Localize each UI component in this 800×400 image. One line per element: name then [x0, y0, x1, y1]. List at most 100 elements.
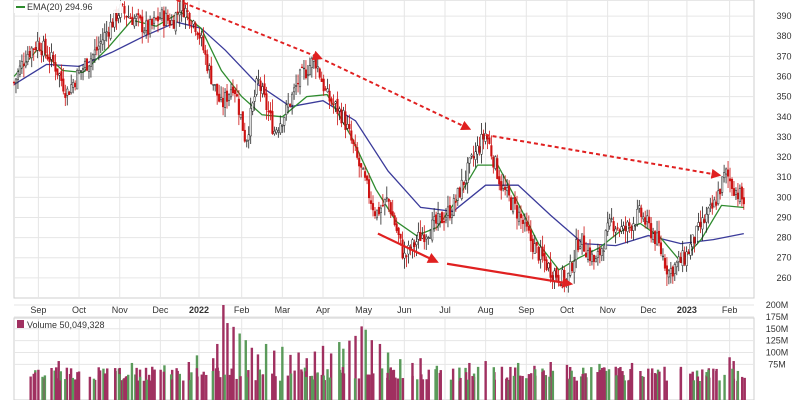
volume-bar [182, 380, 185, 400]
candle-body [32, 48, 35, 50]
volume-bar [235, 378, 238, 400]
candle-body [511, 198, 515, 213]
candle-body [277, 130, 280, 133]
candle-body [638, 205, 641, 209]
candle-body [22, 63, 25, 66]
candle-body [218, 93, 221, 102]
candle-body [107, 32, 110, 37]
price-tick-label: 310 [776, 172, 791, 182]
candle-body [81, 68, 85, 70]
volume-bar [58, 380, 62, 400]
candle-body [328, 90, 331, 102]
volume-bar [103, 373, 107, 400]
candle-body [742, 197, 745, 205]
price-tick-label: 260 [776, 273, 791, 283]
volume-bar [53, 370, 56, 400]
candle-body [350, 130, 353, 141]
volume-bar [715, 368, 718, 400]
volume-bar [254, 380, 257, 400]
candle-body [137, 13, 140, 16]
volume-bar [200, 374, 203, 400]
volume-bar [360, 326, 363, 400]
price-tick-label: 390 [776, 11, 791, 21]
volume-bar [56, 378, 60, 400]
x-tick-label: Jul [439, 305, 451, 315]
volume-bar [130, 362, 134, 400]
candle-body [287, 103, 290, 108]
volume-bar [137, 380, 140, 400]
candle-body [391, 211, 394, 217]
candle-body [231, 86, 235, 94]
candle-body [395, 223, 398, 231]
volume-bar [391, 370, 394, 400]
candle-body [320, 78, 323, 82]
candle-body [259, 80, 262, 91]
candle-body [336, 98, 339, 114]
volume-bar [250, 347, 254, 400]
candle-body [58, 73, 61, 76]
price-tick-label: 320 [776, 152, 791, 162]
volume-bar [328, 377, 332, 400]
candle-body [379, 207, 382, 213]
candle-body [101, 39, 104, 45]
volume-legend-swatch [17, 320, 24, 328]
candle-body [154, 17, 158, 20]
volume-tick-label: 175M [766, 312, 789, 322]
candle-body [506, 187, 509, 192]
volume-bar [484, 361, 487, 400]
volume-bar [566, 378, 569, 400]
volume-bar [435, 365, 439, 400]
x-tick-label: Feb [234, 305, 250, 315]
candle-body [697, 222, 700, 227]
candle-body [172, 20, 175, 29]
candle-body [715, 201, 718, 206]
candle-body [385, 197, 388, 199]
candle-body [206, 54, 209, 72]
candle-body [738, 188, 741, 203]
volume-bar [679, 366, 683, 400]
candle-body [296, 82, 300, 85]
candle-body [28, 51, 31, 58]
candle-body [727, 169, 730, 177]
candle-body [40, 50, 43, 56]
volume-bar [525, 378, 528, 400]
volume-bar [222, 305, 225, 400]
volume-bar [297, 352, 300, 400]
volume-bar [696, 376, 700, 400]
volume-bar [527, 374, 531, 400]
volume-bar [118, 374, 121, 400]
volume-bar [88, 376, 92, 400]
trend-arrow-dashed [485, 133, 722, 179]
volume-bar [138, 376, 142, 400]
candle-body [371, 203, 375, 211]
candle-body [60, 71, 63, 81]
candle-body [269, 110, 272, 114]
candle-body [308, 65, 311, 75]
volume-bar [743, 377, 746, 400]
volume-bar [43, 375, 47, 400]
candle-body [304, 69, 307, 79]
candle-body [158, 17, 162, 20]
candle-body [693, 236, 696, 244]
volume-bar [120, 380, 124, 400]
candle-body [717, 190, 720, 204]
candle-body [393, 215, 396, 225]
volume-bar [353, 378, 357, 400]
volume-bar [516, 362, 520, 400]
volume-bar [521, 375, 524, 400]
volume-bar [602, 367, 606, 400]
volume-bar [98, 370, 102, 400]
candle-body [318, 68, 321, 78]
ema-legend-label: EMA(20) 294.96 [27, 2, 93, 12]
volume-bar [420, 374, 423, 400]
candle-body [273, 130, 276, 135]
candle-body [279, 123, 282, 134]
volume-bar [247, 370, 250, 400]
volume-bar [621, 371, 624, 400]
candle-body [695, 225, 698, 245]
trend-arrows [176, 0, 722, 288]
candle-body [152, 17, 156, 24]
candle-body [474, 151, 477, 160]
candle-body [310, 58, 313, 69]
